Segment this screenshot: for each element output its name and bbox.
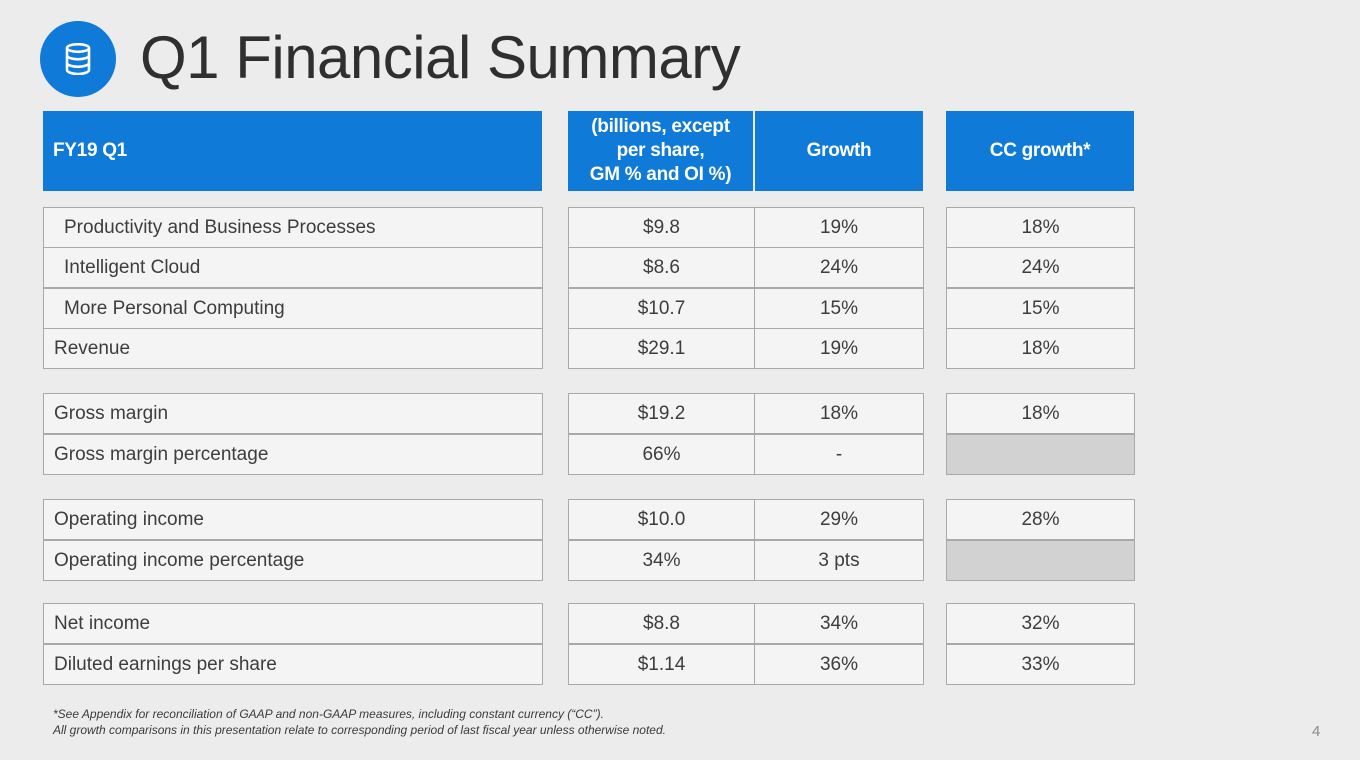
row-cc-growth: 15% [946,288,1135,329]
row-value: 34% [568,540,755,581]
database-icon [40,21,116,97]
row-label: Operating income [43,499,543,540]
row-value: $10.0 [568,499,755,540]
row-value: $8.8 [568,603,755,644]
footnote: *See Appendix for reconciliation of GAAP… [53,706,666,738]
footnote-line-1: *See Appendix for reconciliation of GAAP… [53,707,604,721]
row-label: Gross margin percentage [43,434,543,475]
page-number: 4 [1312,723,1321,740]
row-label: Net income [43,603,543,644]
page-title: Q1 Financial Summary [140,24,741,91]
row-growth: 29% [754,499,924,540]
row-cc-growth: 18% [946,328,1135,369]
row-growth: 15% [754,288,924,329]
row-growth: - [754,434,924,475]
row-growth: 24% [754,247,924,288]
row-growth: 19% [754,207,924,248]
row-cc-growth: 32% [946,603,1135,644]
row-growth: 3 pts [754,540,924,581]
header-cc-growth: CC growth* [946,111,1134,191]
row-growth: 34% [754,603,924,644]
header-growth: Growth [755,111,923,191]
row-value: $8.6 [568,247,755,288]
row-growth: 19% [754,328,924,369]
header-period: FY19 Q1 [43,111,542,191]
row-label: More Personal Computing [43,288,543,329]
row-value: 66% [568,434,755,475]
row-label: Gross margin [43,393,543,434]
row-label: Intelligent Cloud [43,247,543,288]
row-cc-growth: 33% [946,644,1135,685]
row-cc-growth: 18% [946,393,1135,434]
row-growth: 18% [754,393,924,434]
row-label: Diluted earnings per share [43,644,543,685]
row-growth: 36% [754,644,924,685]
row-value: $9.8 [568,207,755,248]
row-label: Operating income percentage [43,540,543,581]
row-label: Productivity and Business Processes [43,207,543,248]
row-cc-growth: 28% [946,499,1135,540]
row-cc-growth [946,540,1135,581]
row-value: $29.1 [568,328,755,369]
row-label: Revenue [43,328,543,369]
row-value: $19.2 [568,393,755,434]
footnote-line-2: All growth comparisons in this presentat… [53,723,666,737]
row-cc-growth: 18% [946,207,1135,248]
row-cc-growth [946,434,1135,475]
header-value: (billions, except per share, GM % and OI… [568,111,753,191]
row-value: $1.14 [568,644,755,685]
row-value: $10.7 [568,288,755,329]
row-cc-growth: 24% [946,247,1135,288]
